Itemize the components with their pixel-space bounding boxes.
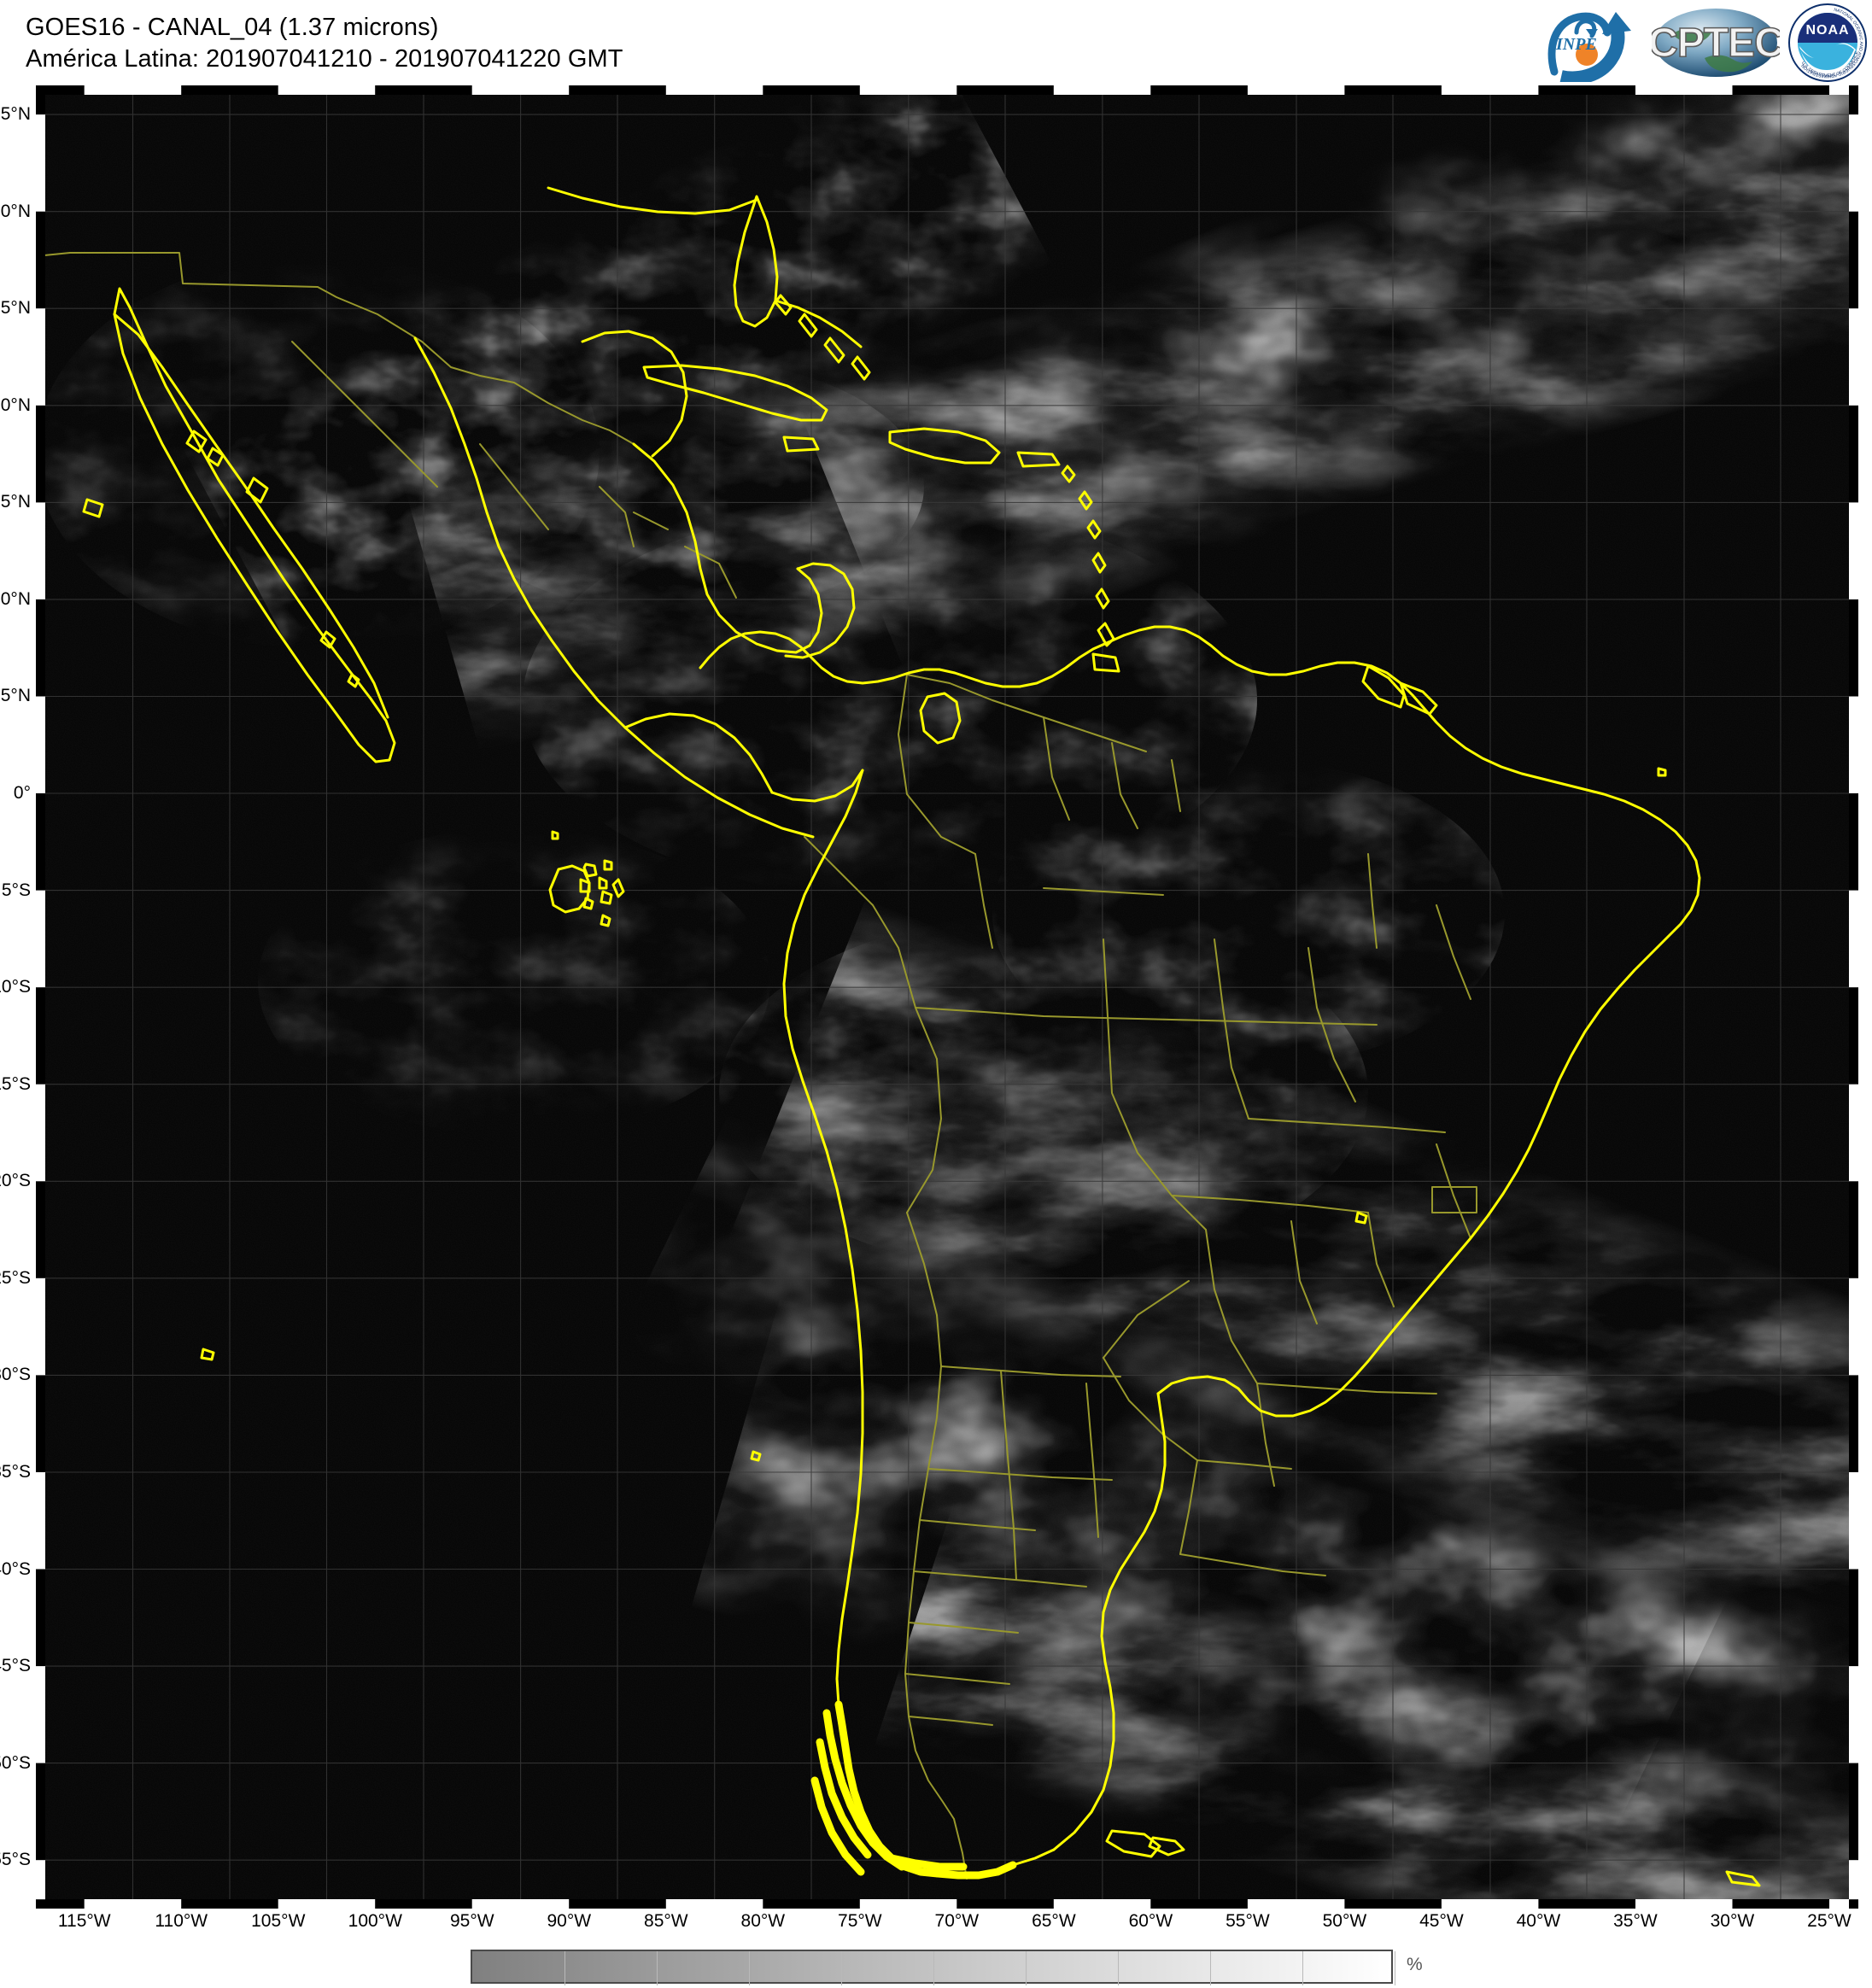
y-tick-label: 5°N xyxy=(0,686,31,706)
inpe-logo: INPE xyxy=(1542,3,1643,85)
y-tick-label: 25°S xyxy=(0,1267,31,1288)
y-tick-label: 20°S xyxy=(0,1171,31,1191)
colorbar: 0102030405060708090100 % xyxy=(465,1950,1423,1988)
x-tick-label: 80°W xyxy=(740,1911,786,1931)
y-tick-label: 0° xyxy=(13,783,31,804)
svg-text:NOAA: NOAA xyxy=(1805,23,1849,38)
y-tick-label: 35°S xyxy=(0,1461,31,1482)
y-tick-label: 30°S xyxy=(0,1365,31,1385)
colorbar-tick xyxy=(841,1951,842,1985)
y-tick-label: 50°S xyxy=(0,1752,31,1773)
svg-text:INPE: INPE xyxy=(1555,35,1597,54)
colorbar-tick xyxy=(1302,1951,1303,1985)
frame-right xyxy=(1849,85,1858,1909)
x-tick-label: 65°W xyxy=(1032,1911,1076,1931)
frame-bottom xyxy=(36,1899,1858,1909)
x-tick-label: 35°W xyxy=(1613,1911,1658,1931)
x-tick-label: 70°W xyxy=(934,1911,980,1931)
y-tick-label: 45°S xyxy=(0,1656,31,1676)
y-tick-label: 20°N xyxy=(0,395,31,415)
satellite-map[interactable] xyxy=(36,85,1858,1909)
x-tick-label: 110°W xyxy=(155,1911,208,1931)
political-boundaries xyxy=(36,252,1477,1880)
y-tick-label: 35°N xyxy=(0,104,31,125)
svg-text:CPTEC: CPTEC xyxy=(1652,20,1780,66)
title-block: GOES16 - CANAL_04 (1.37 microns) América… xyxy=(26,12,623,75)
y-axis-labels: 35°N 30°N 25°N 20°N 15°N 10°N 5°N 0° 5°S 10°S 15°S… xyxy=(0,0,36,1988)
coastlines xyxy=(82,186,1761,1887)
x-tick-label: 105°W xyxy=(251,1911,306,1931)
map-frame xyxy=(36,85,1858,1909)
y-tick-label: 25°N xyxy=(0,298,31,319)
x-tick-label: 45°W xyxy=(1419,1911,1464,1931)
logo-bar: INPE CPTEC xyxy=(1542,2,1867,85)
x-tick-label: 75°W xyxy=(838,1911,882,1931)
colorbar-tick xyxy=(933,1951,934,1985)
y-tick-label: 15°N xyxy=(0,492,31,512)
map-canvas[interactable] xyxy=(36,85,1858,1909)
x-tick-label: 100°W xyxy=(348,1911,402,1931)
header: GOES16 - CANAL_04 (1.37 microns) América… xyxy=(0,0,1872,85)
y-tick-label: 10°N xyxy=(0,588,31,609)
x-tick-label: 85°W xyxy=(644,1911,688,1931)
y-tick-label: 40°S xyxy=(0,1558,31,1579)
x-tick-label: 25°W xyxy=(1807,1911,1852,1931)
colorbar-tick xyxy=(1026,1951,1027,1985)
x-tick-label: 115°W xyxy=(57,1911,111,1931)
noaa-logo: NOAA NATIONAL OCEANIC AND ATMOSPHERIC AD… xyxy=(1788,3,1867,82)
graticule-meridians xyxy=(132,85,1781,1909)
x-tick-label: 30°W xyxy=(1710,1911,1755,1931)
y-tick-label: 55°S xyxy=(0,1850,31,1870)
x-tick-label: 90°W xyxy=(547,1911,592,1931)
x-tick-label: 95°W xyxy=(450,1911,494,1931)
x-axis-labels: 115°W 110°W 105°W 100°W 95°W 90°W 85°W 80°W 75°W… xyxy=(0,1911,1872,1937)
colorbar-gradient xyxy=(471,1950,1395,1985)
frame-top xyxy=(36,85,1858,95)
y-tick-label: 30°N xyxy=(0,201,31,221)
y-tick-label: 5°S xyxy=(1,880,31,900)
title-line-2: América Latina: 201907041210 - 201907041… xyxy=(26,45,623,73)
x-tick-label: 40°W xyxy=(1516,1911,1561,1931)
x-tick-label: 50°W xyxy=(1322,1911,1367,1931)
colorbar-tick xyxy=(1210,1951,1211,1985)
frame-left xyxy=(36,85,45,1909)
cptec-logo: CPTEC xyxy=(1647,3,1785,82)
colorbar-tick xyxy=(1118,1951,1119,1985)
x-tick-label: 60°W xyxy=(1128,1911,1173,1931)
y-tick-label: 10°S xyxy=(0,977,31,997)
x-tick-label: 55°W xyxy=(1226,1911,1270,1931)
y-tick-label: 15°S xyxy=(0,1073,31,1094)
colorbar-tick xyxy=(657,1951,658,1985)
graticule-parallels xyxy=(36,114,1858,1861)
title-line-1: GOES16 - CANAL_04 (1.37 microns) xyxy=(26,14,439,41)
colorbar-tick xyxy=(749,1951,750,1985)
colorbar-unit-label: % xyxy=(1407,1955,1423,1974)
graticule xyxy=(36,85,1858,1909)
